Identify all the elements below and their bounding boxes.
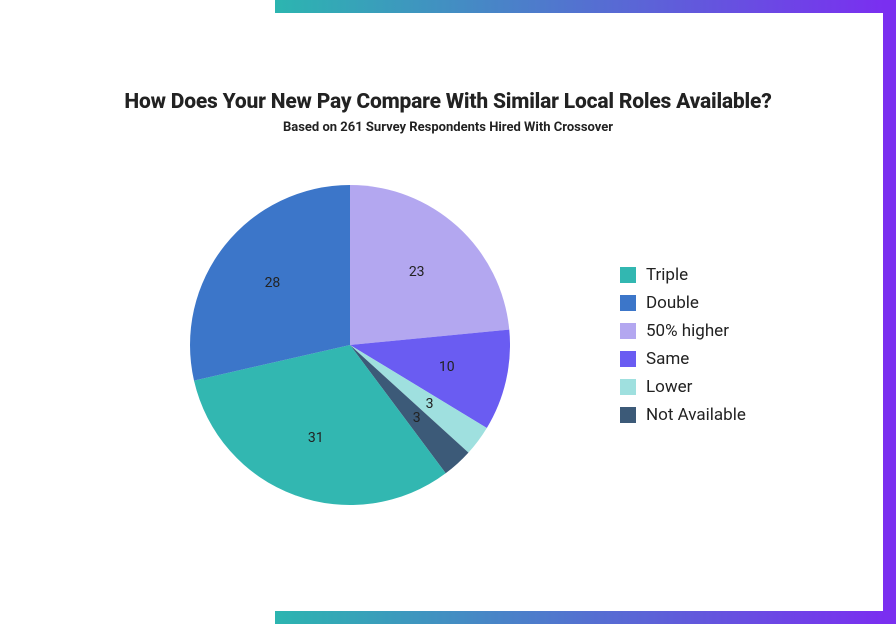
pie-chart: 23 10 33 31 28 xyxy=(190,185,510,505)
legend: Triple Double 50% higher Same Lower Not Avail… xyxy=(620,265,746,433)
legend-label: Lower xyxy=(646,377,692,397)
legend-label: Same xyxy=(646,349,689,369)
slice-value-label: 3 xyxy=(413,410,421,426)
legend-item: Triple xyxy=(620,265,746,285)
legend-swatch xyxy=(620,267,636,283)
legend-swatch xyxy=(620,295,636,311)
legend-item: Not Available xyxy=(620,405,746,425)
legend-swatch xyxy=(620,407,636,423)
slice-value-label: 23 xyxy=(409,264,425,280)
frame-border-bottom xyxy=(275,611,883,624)
legend-swatch xyxy=(620,323,636,339)
chart-subtitle: Based on 261 Survey Respondents Hired Wi… xyxy=(0,120,896,135)
slice-value-label: 28 xyxy=(265,275,281,291)
pie-slice-50-higher xyxy=(350,185,509,345)
chart-card: How Does Your New Pay Compare With Simil… xyxy=(0,0,896,624)
legend-label: 50% higher xyxy=(646,321,729,341)
frame-border-top xyxy=(275,0,883,13)
slice-value-label: 10 xyxy=(439,359,455,375)
legend-item: Lower xyxy=(620,377,746,397)
chart-title: How Does Your New Pay Compare With Simil… xyxy=(0,90,896,114)
title-block: How Does Your New Pay Compare With Simil… xyxy=(0,90,896,135)
chart-area: 23 10 33 31 28 Triple Double 50% higher Same Low… xyxy=(0,175,896,555)
legend-label: Not Available xyxy=(646,405,746,425)
legend-swatch xyxy=(620,379,636,395)
slice-value-label: 31 xyxy=(308,430,324,446)
legend-label: Triple xyxy=(646,265,688,285)
legend-item: Double xyxy=(620,293,746,313)
legend-label: Double xyxy=(646,293,699,313)
legend-item: 50% higher xyxy=(620,321,746,341)
legend-swatch xyxy=(620,351,636,367)
legend-item: Same xyxy=(620,349,746,369)
slice-value-label: 3 xyxy=(426,396,434,412)
